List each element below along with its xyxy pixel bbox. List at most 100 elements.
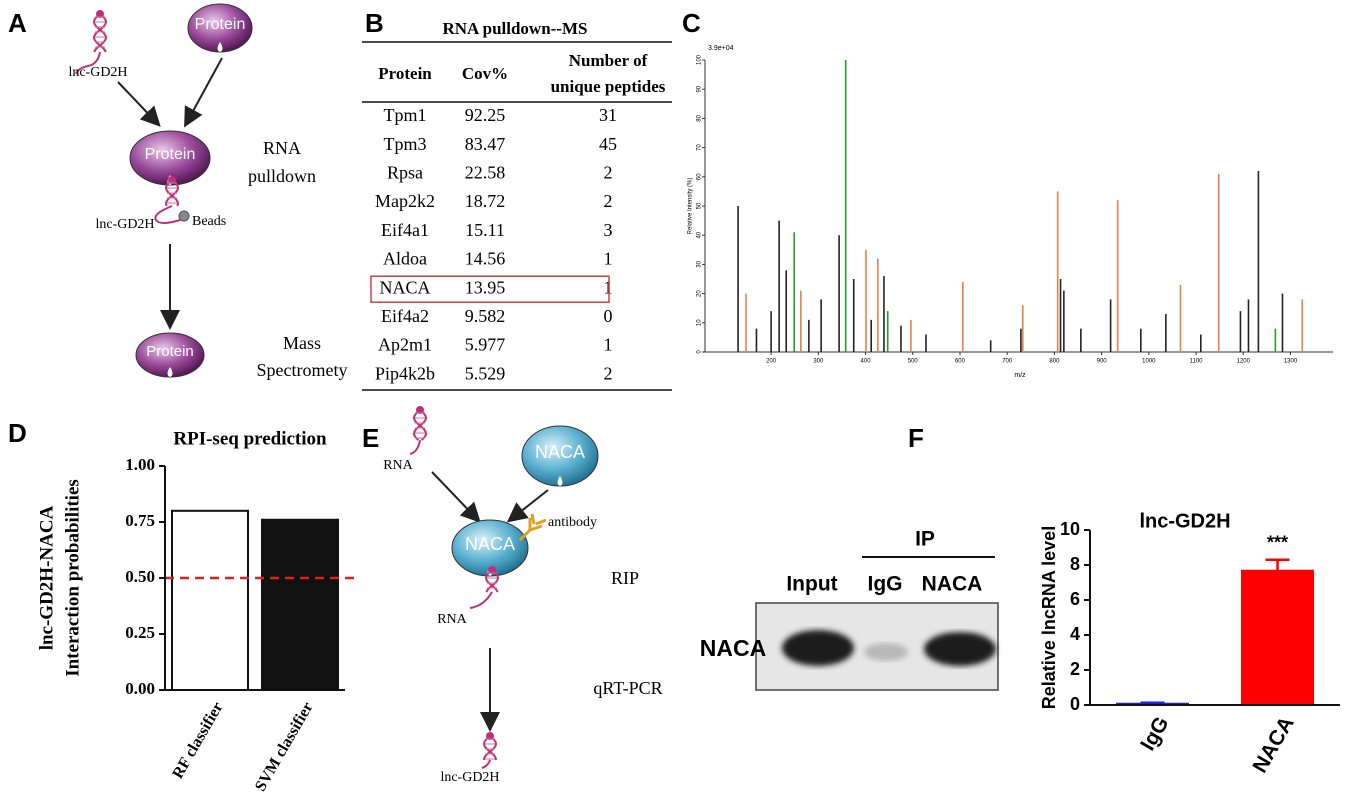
table-cell: NACA	[379, 277, 430, 297]
x-tick-label: 500	[908, 359, 919, 365]
protein-pocket	[167, 367, 173, 377]
band	[924, 632, 996, 666]
rna-tail	[75, 51, 101, 75]
table-cell: Pip4k2b	[375, 363, 435, 383]
rna-label: lnc-GD2H	[95, 217, 154, 232]
band	[782, 630, 854, 666]
rna-helix	[483, 735, 498, 761]
x-tick-label: 1200	[1237, 359, 1251, 365]
y-tick-label: 0.25	[125, 623, 155, 642]
band	[864, 643, 908, 661]
y-tick-label: 0	[1070, 694, 1080, 714]
x-tick-label: RF classifier	[169, 699, 226, 781]
x-tick-label: 600	[955, 359, 966, 365]
y-axis-label: Interaction probabilities	[62, 479, 83, 677]
rna-label: RNA	[437, 612, 467, 627]
y-tick-label: 2	[1070, 659, 1080, 679]
y-tick-label: 40	[697, 231, 703, 238]
table-cell: Tpm3	[384, 134, 427, 154]
step-label: Mass	[283, 333, 321, 353]
bar	[1241, 569, 1314, 706]
table-cell: 18.72	[465, 191, 506, 211]
x-tick-label: SVM classifier	[252, 699, 317, 794]
table-cell: 2	[604, 191, 613, 211]
panel-label: F	[908, 423, 924, 453]
y-tick-label: 10	[697, 319, 703, 326]
rna-helix	[412, 409, 428, 441]
table-cell: 1	[604, 335, 613, 355]
x-tick-label: IgG	[1136, 713, 1173, 755]
table-cell: 2	[604, 163, 613, 183]
lane-label: Input	[786, 573, 837, 596]
x-tick-label: 900	[1097, 359, 1108, 365]
table-cell: Aldoa	[383, 249, 427, 269]
step-label: qRT-PCR	[593, 678, 662, 698]
x-tick-label: 700	[1002, 359, 1013, 365]
protein-label: NACA	[700, 635, 766, 661]
x-tick-label: 1100	[1190, 359, 1204, 365]
y-tick-label: 6	[1070, 589, 1080, 609]
table-title: RNA pulldown--MS	[442, 19, 587, 38]
table-cell: Tpm1	[384, 105, 427, 125]
y-axis-label: lnc-GD2H-NACA	[36, 505, 57, 650]
antibody	[518, 513, 547, 542]
table-cell: 5.977	[465, 335, 506, 355]
rna-tail	[481, 759, 491, 769]
rna-tail	[409, 439, 421, 455]
rna-helix	[412, 409, 428, 441]
y-tick-label: 0.00	[125, 679, 155, 698]
protein-label: Protein	[145, 146, 196, 163]
table-cell: 14.56	[465, 249, 506, 269]
highlight-box	[370, 275, 610, 303]
y-tick-label: 50	[697, 202, 703, 209]
x-tick-label: 200	[766, 359, 777, 365]
y-tick-label: 4	[1070, 624, 1080, 644]
y-tick-label: 60	[697, 173, 703, 180]
ip-label: IP	[915, 528, 935, 551]
table-header: unique peptides	[551, 77, 666, 96]
y-tick-label: 8	[1070, 554, 1080, 574]
rna-strand	[481, 732, 498, 769]
table-cell: 2	[604, 363, 613, 383]
protein-label: NACA	[535, 442, 585, 462]
y-tick-label: 90	[697, 85, 703, 92]
y-axis-label: Relative Intensity (%)	[688, 178, 694, 235]
chart-title: RPI-seq prediction	[173, 428, 327, 449]
step-label: RNA	[263, 138, 301, 158]
protein-label: NACA	[465, 534, 515, 554]
table-cell: 5.529	[465, 363, 506, 383]
table-cell: 31	[599, 105, 617, 125]
bar	[261, 518, 339, 692]
y-tick-label: 10	[1060, 519, 1080, 539]
beads-label: Beads	[192, 214, 226, 229]
y-axis-label: Relative lncRNA level	[1039, 526, 1059, 709]
table-cell: 83.47	[465, 134, 506, 154]
arrow	[184, 57, 223, 128]
table-cell: 9.582	[465, 306, 506, 326]
table-cell: 13.95	[465, 277, 506, 297]
x-tick-label: 1300	[1284, 359, 1298, 365]
y-tick-label: 1.00	[125, 455, 155, 474]
rna-label: RNA	[383, 458, 413, 473]
table-cell: Eif4a2	[381, 306, 429, 326]
table-cell: 92.25	[465, 105, 506, 125]
step-label: Spectromety	[257, 360, 348, 380]
x-axis-label: m/z	[1014, 372, 1026, 379]
lane-label: IgG	[868, 573, 903, 596]
x-tick-label: NACA	[1248, 713, 1298, 777]
rna-strand	[154, 176, 187, 224]
y-tick-label: 30	[697, 260, 703, 267]
rna-strand	[409, 406, 428, 455]
rna-tail	[154, 205, 187, 224]
arrow	[506, 489, 549, 523]
panel-label: D	[8, 418, 27, 448]
y-tick-label: 70	[697, 144, 703, 151]
lane-label: NACA	[922, 573, 983, 596]
panel-label: B	[365, 8, 384, 38]
x-tick-label: 300	[813, 359, 824, 365]
y-tick-label: 20	[697, 290, 703, 297]
table-cell: Ap2m1	[378, 335, 432, 355]
table-cell: 0	[604, 306, 613, 326]
table-header: Number of	[569, 51, 648, 70]
